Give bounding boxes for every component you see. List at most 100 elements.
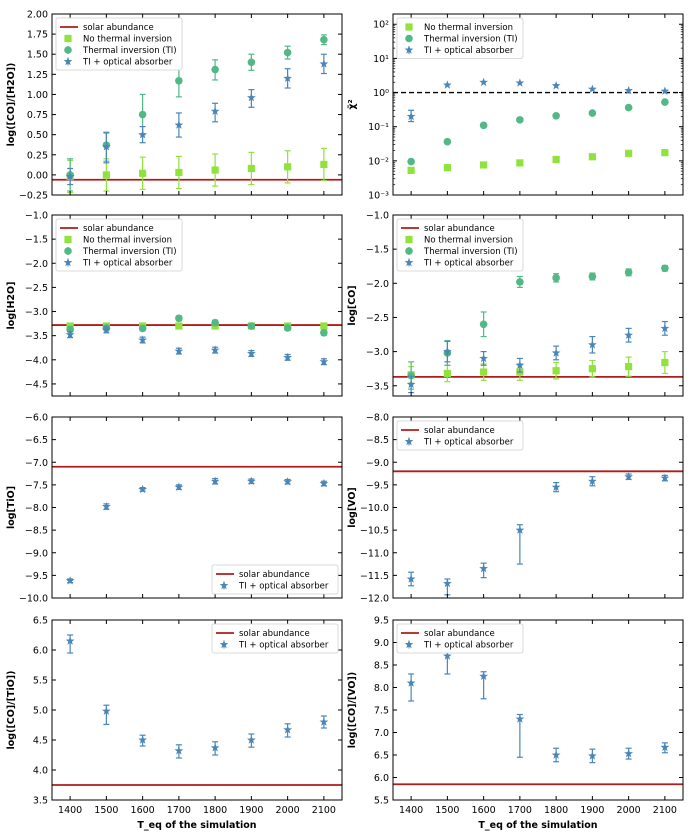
chart-h2o: −4.5 −4.0 −3.5 −3.0 −2.5 −2.0 −1.5 −1.0 log[H2O]… [6, 211, 343, 397]
data-point [65, 636, 75, 645]
data-point [138, 335, 147, 344]
y-tick-label: 1.00 [27, 90, 48, 101]
data-point [283, 477, 292, 486]
data-point [588, 272, 597, 281]
data-point [174, 346, 184, 355]
y-axis-label: log([CO]/[TiO]) [6, 671, 17, 750]
data-point [624, 749, 633, 758]
chart-vo: −12.0 −11.5 −11.0 −10.5 −10.0 −9.5 −9.0 −8.5 −8.… [347, 413, 684, 605]
data-point [479, 563, 488, 573]
data-point [588, 751, 597, 760]
legend: No thermal inversion Thermal inversion (T… [396, 17, 524, 59]
data-point [516, 116, 524, 124]
y-tick-label: −3.5 [366, 381, 389, 392]
legend: solar abundance TI + optical absorber [396, 420, 524, 451]
legend: solar abundance No thermal inversionTherm… [55, 218, 183, 272]
y-tick-label: −9.0 [366, 458, 389, 469]
legend-marker [64, 235, 72, 244]
data-point [624, 268, 633, 277]
data-point [283, 324, 292, 332]
series-star [406, 77, 670, 123]
y-tick-label: −4.0 [25, 355, 48, 366]
legend-marker [404, 436, 414, 446]
data-point [407, 371, 415, 380]
data-point [661, 98, 669, 106]
y-axis-label: log[TiO] [6, 486, 17, 529]
legend-entry: TI + optical absorber [423, 259, 514, 269]
data-point [516, 159, 524, 167]
y-tick-label: 5.5 [374, 796, 389, 807]
legend-entry: No thermal inversion [424, 236, 513, 246]
y-tick-label: −3.0 [366, 347, 389, 358]
data-point [588, 153, 596, 161]
data-point [552, 367, 560, 375]
y-tick-label: 5.5 [33, 676, 48, 687]
data-point [660, 323, 670, 333]
series-star [406, 320, 670, 394]
y-tick-label: 8.0 [374, 683, 389, 694]
legend-entry: TI + optical absorber [423, 46, 514, 56]
y-tick-label: −2.0 [25, 259, 48, 270]
data-point [211, 166, 219, 174]
data-point [588, 476, 597, 485]
data-point [283, 725, 292, 734]
data-point [443, 369, 451, 378]
data-point [661, 264, 669, 273]
data-point [247, 476, 256, 485]
y-tick-label: 0.75 [27, 110, 48, 121]
data-point [102, 325, 111, 334]
series-square [66, 147, 328, 194]
legend-entry: TI + optical absorber [82, 259, 173, 269]
legend-marker [64, 247, 72, 255]
legend-entry: No thermal inversion [83, 35, 172, 45]
series-star [65, 53, 329, 186]
data-point [479, 121, 488, 130]
series-star [65, 325, 329, 366]
y-tick-label: −9.5 [366, 480, 389, 491]
x-tick-label: 1800 [544, 805, 568, 816]
data-point [443, 347, 452, 356]
data-point [283, 73, 292, 83]
legend-marker [64, 46, 72, 54]
y-tick-label: −11.0 [360, 548, 389, 559]
legend-entry: solar abundance [424, 629, 495, 639]
data-point [443, 137, 452, 146]
data-point [247, 735, 256, 744]
series-star [406, 648, 670, 764]
data-point [247, 93, 256, 102]
plot-frame [51, 13, 343, 196]
legend-box [55, 218, 183, 272]
data-point [247, 164, 255, 173]
x-tick-label: 1500 [435, 805, 459, 816]
y-tick-label: −8.0 [366, 413, 389, 424]
data-point [138, 484, 147, 494]
data-point [480, 161, 488, 169]
y-tick-label: −2.5 [366, 313, 389, 324]
series-star [65, 476, 329, 585]
y-tick-label: 7.5 [374, 706, 389, 717]
legend-marker [63, 257, 73, 267]
y-tick-label: −10.5 [360, 526, 389, 537]
data-point [406, 379, 416, 389]
data-point [210, 476, 220, 485]
y-tick-label: 10⁻¹ [368, 122, 389, 133]
y-tick-label: −6.0 [25, 413, 48, 424]
legend-entry: Thermal inversion (TI) [423, 35, 518, 45]
legend: solar abundance No thermal inversionTherm… [396, 218, 524, 272]
legend-entry: solar abundance [83, 23, 154, 33]
data-point [443, 578, 452, 588]
x-tick-label: 2000 [617, 805, 641, 816]
legend-entry: TI + optical absorber [423, 641, 514, 651]
y-tick-label: −1.0 [25, 211, 48, 222]
legend-box [211, 564, 339, 595]
series-circle [407, 98, 669, 166]
data-point [479, 320, 488, 329]
data-point [443, 651, 452, 660]
data-point [552, 111, 560, 120]
y-tick-label: −1.0 [366, 211, 389, 222]
y-tick-label: 8.5 [374, 661, 389, 672]
legend-entry: Thermal inversion (TI) [82, 46, 177, 56]
data-point [625, 149, 633, 157]
data-point [551, 81, 561, 90]
y-tick-label: 9.5 [374, 616, 389, 627]
